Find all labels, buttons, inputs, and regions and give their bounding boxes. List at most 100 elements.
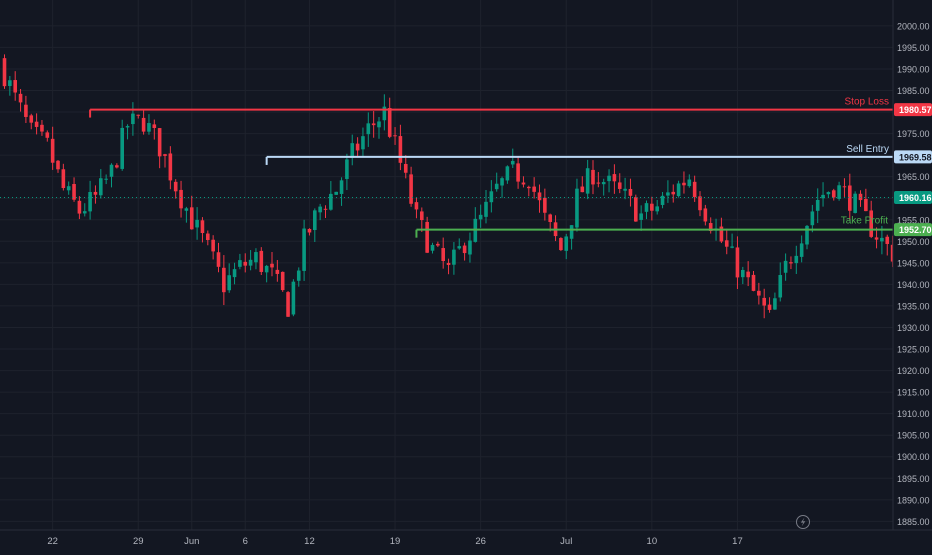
candle-body bbox=[179, 189, 183, 209]
y-tick-label: 1940.00 bbox=[897, 280, 930, 290]
candle-body bbox=[120, 127, 124, 169]
candle-body bbox=[617, 182, 622, 189]
candle-body bbox=[746, 271, 750, 278]
candle-body bbox=[789, 262, 793, 264]
candle-body bbox=[767, 304, 772, 310]
candle-body bbox=[799, 243, 804, 257]
price-tag-stop-loss-text: 1980.57 bbox=[899, 105, 932, 115]
candle-body bbox=[425, 221, 429, 253]
candle-body bbox=[323, 208, 328, 210]
candle-body bbox=[569, 225, 574, 239]
y-tick-label: 1905.00 bbox=[897, 431, 930, 441]
candle-body bbox=[510, 160, 515, 165]
candle-body bbox=[537, 192, 542, 201]
candle-body bbox=[601, 182, 606, 185]
candle-body bbox=[350, 143, 355, 158]
candle-body bbox=[152, 124, 157, 129]
level-label: Stop Loss bbox=[845, 97, 889, 108]
candle-body bbox=[805, 225, 809, 245]
candle-body bbox=[842, 186, 847, 188]
candle-body bbox=[243, 261, 248, 266]
candle-body bbox=[815, 199, 820, 211]
candle-body bbox=[211, 239, 215, 252]
price-tag-take-profit bbox=[894, 223, 932, 237]
time-axis[interactable]: 22 29 Jun 6 12 19 26 Jul 10 17 bbox=[47, 536, 742, 547]
candle-body bbox=[446, 262, 451, 265]
candle-body bbox=[858, 193, 863, 201]
y-tick-label: 1890.00 bbox=[897, 495, 930, 505]
candle-body bbox=[141, 117, 146, 132]
candle-body bbox=[478, 214, 483, 220]
candle-body bbox=[441, 248, 445, 262]
candle-body bbox=[136, 114, 141, 116]
x-tick-label: 17 bbox=[732, 536, 743, 547]
candle-body bbox=[462, 245, 467, 254]
candle-body bbox=[82, 211, 87, 214]
candle-body bbox=[72, 184, 76, 200]
y-tick-label: 1925.00 bbox=[897, 345, 930, 355]
lightning-icon[interactable] bbox=[796, 515, 810, 529]
candle-body bbox=[329, 193, 333, 210]
candle-body bbox=[853, 193, 857, 213]
candle-body bbox=[2, 58, 7, 87]
candle-body bbox=[650, 203, 654, 211]
candle-body bbox=[810, 211, 815, 226]
x-tick-label: 29 bbox=[133, 536, 144, 547]
candle-body bbox=[157, 128, 162, 157]
y-tick-label: 1920.00 bbox=[897, 366, 930, 376]
x-tick-label: Jun bbox=[184, 536, 199, 547]
price-axis-panel[interactable] bbox=[893, 0, 932, 530]
candle-body bbox=[222, 267, 226, 293]
candle-body bbox=[484, 201, 488, 217]
candle-body bbox=[698, 196, 702, 211]
candle-body bbox=[275, 269, 280, 274]
candle-body bbox=[168, 153, 173, 181]
candle-body bbox=[403, 163, 408, 173]
price-tag-last-text: 1960.16 bbox=[899, 193, 932, 203]
candle-body bbox=[93, 191, 98, 195]
level-label: Sell Entry bbox=[846, 144, 889, 155]
candle-body bbox=[104, 178, 108, 180]
candle-body bbox=[361, 136, 365, 150]
candle-body bbox=[436, 243, 440, 246]
candle-body bbox=[660, 195, 665, 205]
candle-body bbox=[430, 244, 435, 251]
candle-body bbox=[24, 104, 28, 117]
candle-body bbox=[874, 237, 879, 240]
y-tick-label: 1985.00 bbox=[897, 86, 930, 96]
x-tick-label: 12 bbox=[304, 536, 315, 547]
candle-body bbox=[232, 269, 237, 278]
candle-body bbox=[302, 228, 306, 271]
candle-body bbox=[420, 211, 424, 221]
candle-body bbox=[794, 255, 799, 264]
candle-body bbox=[548, 214, 552, 222]
candle-body bbox=[457, 246, 462, 249]
candle-body bbox=[125, 126, 130, 128]
candle-body bbox=[564, 236, 569, 251]
candle-body bbox=[307, 228, 312, 233]
candle-body bbox=[655, 206, 659, 212]
y-tick-label: 1895.00 bbox=[897, 474, 930, 484]
price-tag-last bbox=[894, 191, 932, 205]
candle-body bbox=[18, 93, 23, 103]
candle-body bbox=[270, 263, 274, 268]
candle-body bbox=[109, 164, 114, 177]
level-label: Take Profit bbox=[841, 216, 888, 227]
candle-body bbox=[414, 202, 419, 210]
candle-body bbox=[366, 123, 371, 135]
candle-body bbox=[676, 183, 681, 197]
candle-body bbox=[61, 169, 66, 189]
candle-body bbox=[377, 121, 381, 128]
candle-body bbox=[313, 210, 317, 231]
candle-body bbox=[639, 213, 643, 220]
x-tick-label: Jul bbox=[560, 536, 572, 547]
candle-body bbox=[345, 159, 349, 179]
candle-body bbox=[200, 220, 205, 234]
y-tick-label: 1965.00 bbox=[897, 172, 930, 182]
y-tick-label: 1975.00 bbox=[897, 129, 930, 139]
candle-body bbox=[880, 237, 884, 242]
candle-body bbox=[575, 188, 579, 228]
